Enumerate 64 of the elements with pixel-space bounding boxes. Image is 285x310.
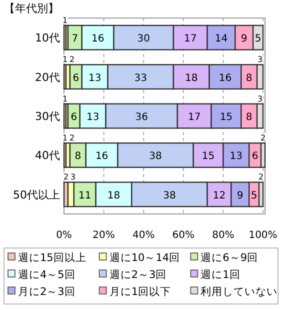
data-label: 1 [62, 55, 68, 64]
x-tick-label: 20% [92, 230, 115, 241]
data-label: 2 [69, 134, 75, 143]
data-label: 6 [70, 112, 78, 123]
legend-label: 月に1回以下 [109, 285, 172, 298]
data-label: 8 [246, 112, 252, 123]
data-label: 18 [185, 72, 198, 84]
legend-label: 月に2～3回 [18, 286, 76, 298]
data-label: 2 [69, 55, 75, 64]
legend-label: 週に6～9回 [200, 252, 258, 264]
data-label: 6 [252, 151, 258, 162]
data-label: 13 [230, 151, 243, 162]
data-label: 1 [62, 134, 68, 143]
data-label: 1 [62, 16, 68, 25]
data-label: 17 [184, 34, 197, 45]
data-label: 2 [63, 172, 69, 182]
data-label: 11 [78, 190, 92, 202]
data-label: 16 [95, 151, 108, 162]
data-label: 38 [149, 151, 162, 162]
x-tick-label: 40% [132, 230, 155, 241]
data-label: 12 [212, 190, 226, 202]
legend-label: 週に15回以上 [18, 251, 86, 264]
legend-label: 週に1回 [200, 269, 240, 281]
data-label: 5 [250, 190, 258, 202]
data-label: 16 [218, 72, 232, 84]
data-label: 8 [246, 72, 252, 84]
data-label: 9 [236, 190, 244, 202]
x-tick-label: 0% [56, 230, 72, 241]
y-tick-label: 50代以上 [13, 188, 60, 202]
data-label: 18 [107, 190, 120, 202]
data-label: 9 [240, 34, 248, 45]
x-tick-label: 60% [172, 230, 195, 241]
data-label: 8 [74, 151, 82, 162]
data-label: 38 [163, 190, 176, 202]
y-tick-label: 20代 [35, 70, 60, 84]
x-tick-label: 80% [212, 230, 234, 241]
y-tick-label: 10代 [35, 32, 60, 45]
data-label: 15 [220, 112, 233, 123]
data-label: 13 [88, 72, 102, 84]
data-label: 1 [62, 94, 68, 104]
legend-label: 週に10～14回 [109, 252, 180, 264]
y-tick-label: 40代 [35, 149, 60, 162]
legend-label: 週に4～5回 [18, 269, 76, 281]
legend-label: 利用していない [200, 285, 278, 298]
data-label: 13 [86, 112, 100, 123]
y-tick-label: 30代 [35, 110, 60, 123]
data-label: 3 [257, 94, 263, 104]
data-label: 36 [135, 112, 148, 123]
data-label: 2 [260, 134, 266, 143]
data-label: 2 [258, 172, 264, 182]
data-label: 7 [72, 34, 78, 45]
chart-title: 【年代別】 [4, 2, 59, 15]
data-label: 6 [72, 72, 80, 84]
data-label: 5 [254, 34, 262, 45]
data-label: 3 [70, 172, 76, 182]
data-label: 17 [188, 112, 201, 123]
legend-label: 週に2～3回 [109, 269, 167, 281]
data-label: 15 [202, 151, 215, 162]
data-label: 3 [257, 55, 263, 64]
data-label: 14 [214, 34, 228, 45]
data-label: 30 [137, 34, 150, 45]
x-tick-label: 100% [248, 230, 278, 241]
data-label: 33 [134, 72, 147, 84]
data-label: 16 [91, 34, 104, 45]
